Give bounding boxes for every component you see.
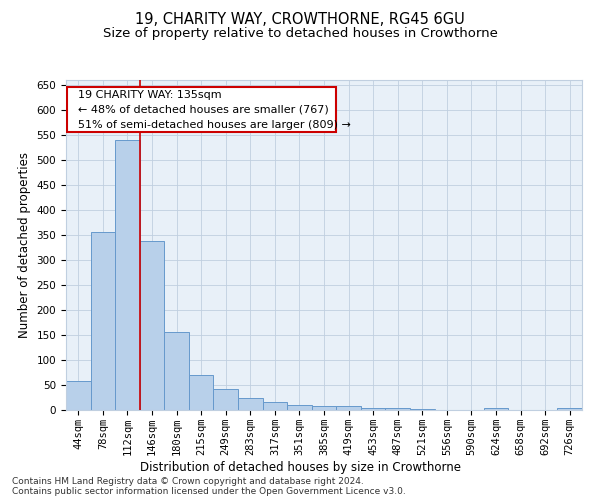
- Text: Contains HM Land Registry data © Crown copyright and database right 2024.: Contains HM Land Registry data © Crown c…: [12, 477, 364, 486]
- Y-axis label: Number of detached properties: Number of detached properties: [18, 152, 31, 338]
- Bar: [484, 408, 508, 410]
- Text: 19, CHARITY WAY, CROWTHORNE, RG45 6GU: 19, CHARITY WAY, CROWTHORNE, RG45 6GU: [135, 12, 465, 28]
- Bar: [263, 402, 287, 410]
- FancyBboxPatch shape: [67, 88, 336, 132]
- Bar: [140, 241, 164, 410]
- Bar: [189, 375, 214, 410]
- Bar: [361, 408, 385, 410]
- Bar: [214, 389, 238, 410]
- Bar: [115, 140, 140, 410]
- Text: Distribution of detached houses by size in Crowthorne: Distribution of detached houses by size …: [139, 461, 461, 474]
- Bar: [385, 408, 410, 410]
- Text: Contains public sector information licensed under the Open Government Licence v3: Contains public sector information licen…: [12, 487, 406, 496]
- Bar: [66, 381, 91, 410]
- Text: 19 CHARITY WAY: 135sqm
← 48% of detached houses are smaller (767)
51% of semi-de: 19 CHARITY WAY: 135sqm ← 48% of detached…: [77, 90, 350, 130]
- Bar: [336, 406, 361, 410]
- Bar: [238, 398, 263, 410]
- Bar: [410, 408, 434, 410]
- Bar: [164, 332, 189, 410]
- Bar: [557, 408, 582, 410]
- Bar: [91, 232, 115, 410]
- Bar: [312, 406, 336, 410]
- Text: Size of property relative to detached houses in Crowthorne: Size of property relative to detached ho…: [103, 28, 497, 40]
- Bar: [287, 405, 312, 410]
